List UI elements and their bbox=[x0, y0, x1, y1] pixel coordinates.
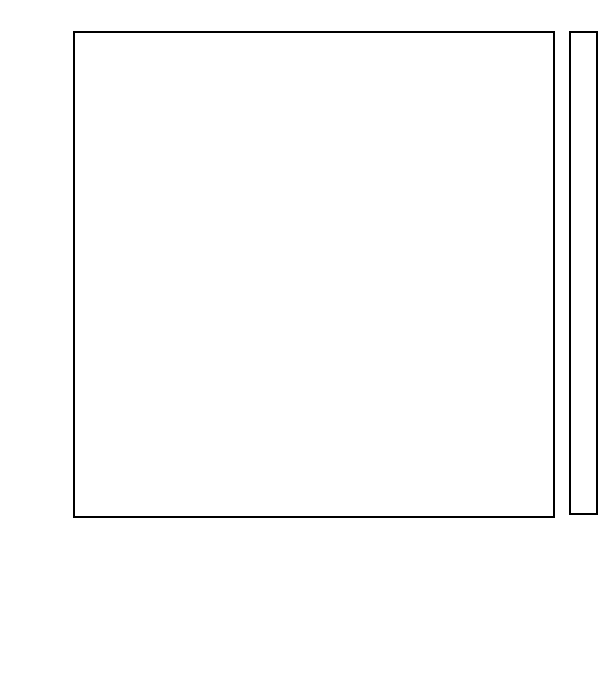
plot-area bbox=[73, 31, 555, 518]
colorbar bbox=[569, 31, 598, 515]
y-axis-label bbox=[12, 115, 29, 435]
heatmap-canvas bbox=[75, 33, 553, 516]
colorbar-canvas bbox=[571, 33, 596, 513]
